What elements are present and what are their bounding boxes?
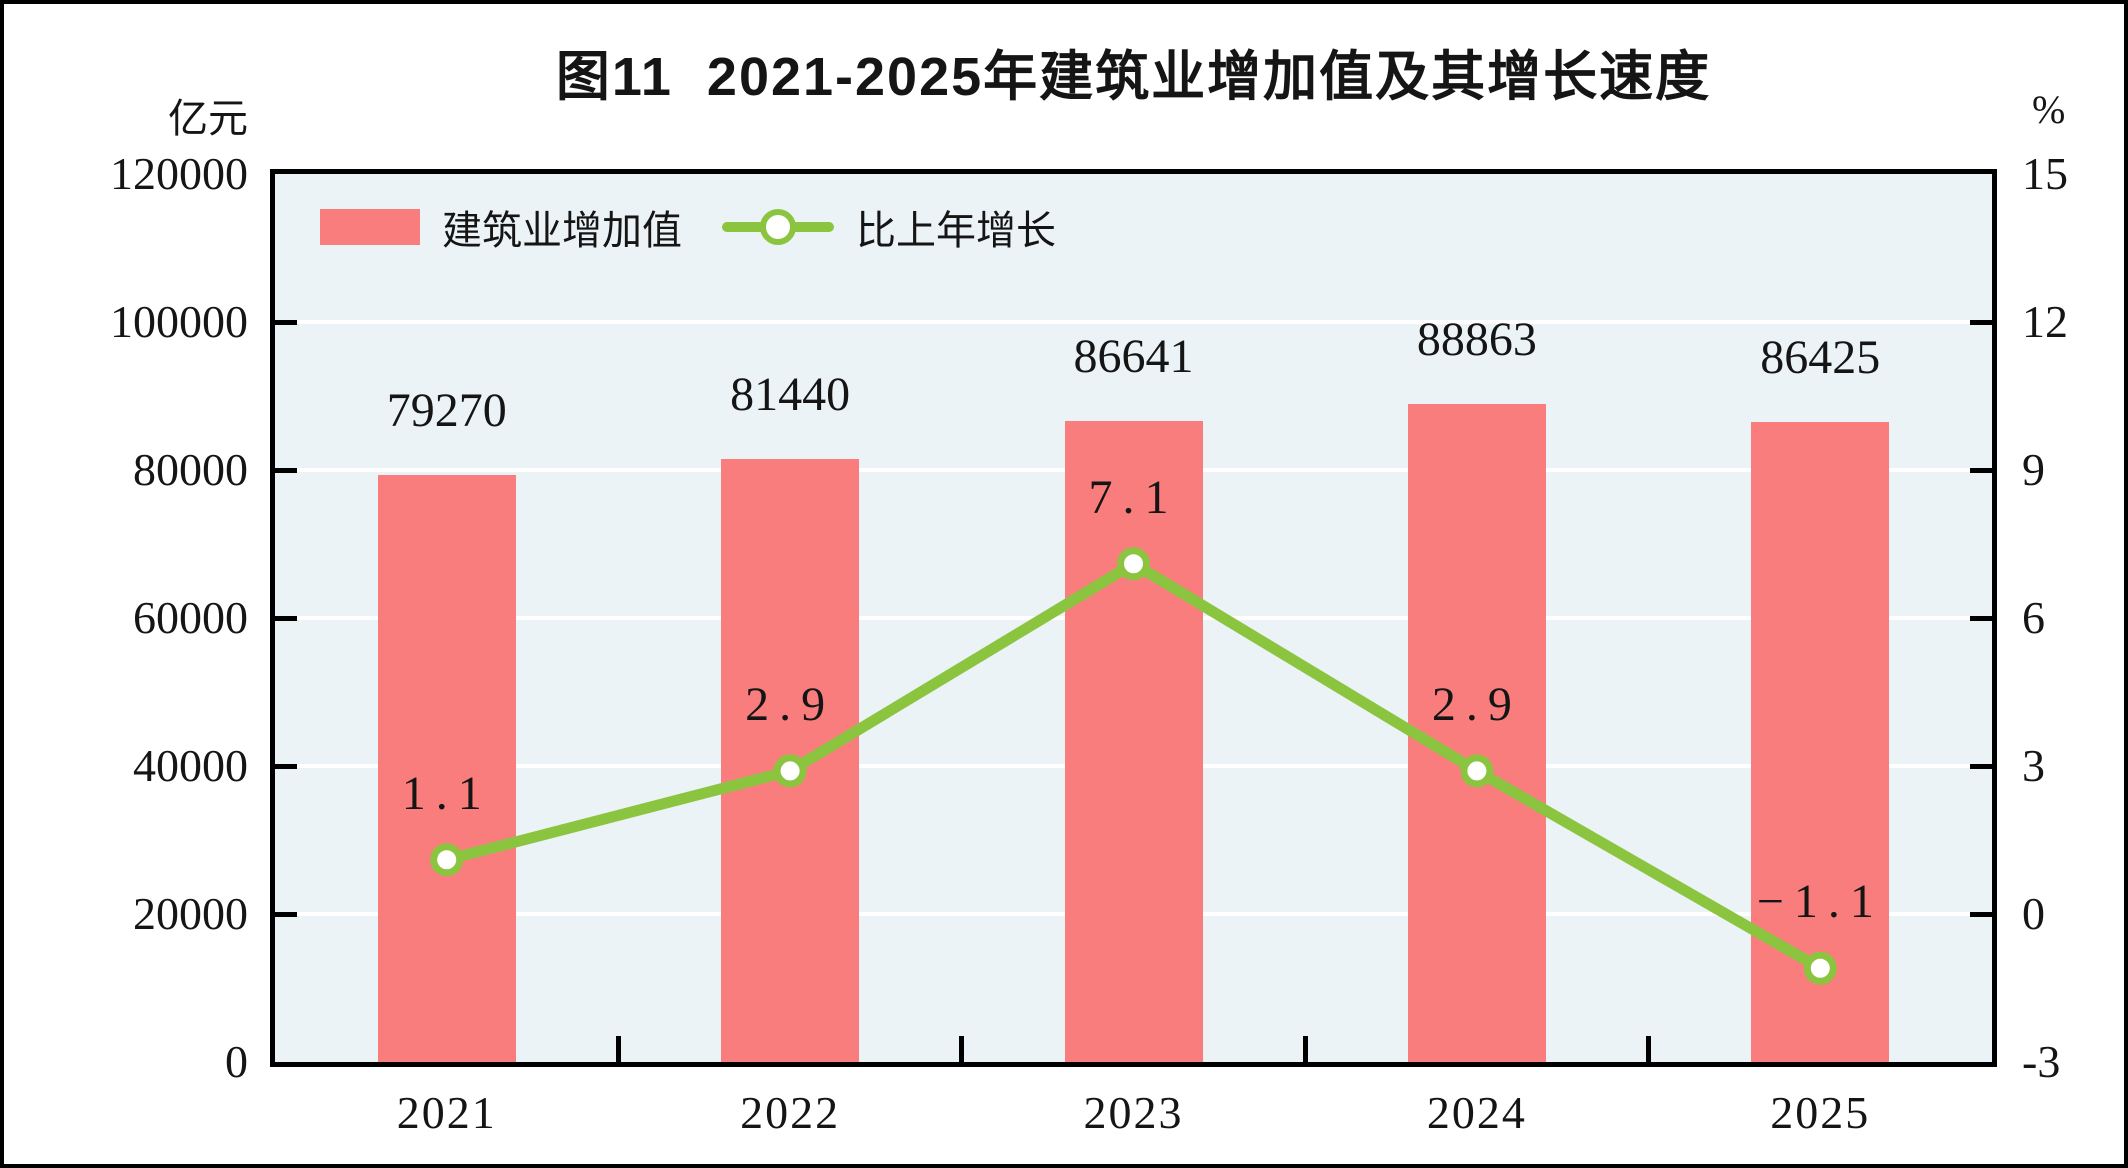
bar-value-label: 86425: [1760, 331, 1881, 385]
line-marker: [1117, 547, 1150, 581]
line-marker: [773, 754, 807, 788]
left-axis-tick: [275, 467, 297, 473]
left-axis-tick: [275, 911, 297, 917]
y-axis-label-left: 40000: [133, 740, 248, 791]
x-axis-tick: [1646, 1036, 1652, 1062]
x-axis-tick: [959, 1036, 965, 1062]
y-axis-label-right: 9: [2022, 444, 2045, 495]
legend-item-line: 比上年增长: [708, 198, 1056, 256]
right-axis-tick: [1970, 911, 1992, 917]
x-axis-tick: [615, 1036, 621, 1062]
y-axis-label-right: -3: [2022, 1036, 2061, 1087]
left-axis-unit: 亿元: [168, 96, 248, 141]
bar-series-swatch: [320, 209, 420, 245]
right-axis-tick: [1970, 763, 1992, 769]
y-axis-label-left: 60000: [133, 592, 248, 643]
y-axis-label-left: 100000: [110, 296, 248, 347]
y-axis-label-left: 120000: [110, 148, 248, 199]
bar: [1407, 404, 1546, 1062]
y-axis-label-right: 12: [2022, 296, 2068, 347]
legend-item-bar: 建筑业增加值: [320, 198, 682, 256]
right-axis-tick: [1970, 615, 1992, 621]
y-axis-label-left: 80000: [133, 444, 248, 495]
line-value-label: −1.1: [1756, 875, 1884, 929]
x-axis-label: 2024: [1426, 1087, 1527, 1138]
right-axis-tick: [1970, 319, 1992, 325]
y-axis-label-right: 0: [2022, 888, 2045, 939]
x-axis-tick: [1302, 1036, 1308, 1062]
y-axis-label-left: 0: [225, 1036, 248, 1087]
bar-value-label: 88863: [1416, 313, 1537, 367]
x-axis-label: 2023: [1083, 1087, 1184, 1138]
line-value-label: 1.1: [401, 766, 492, 820]
legend-line-marker: [760, 209, 796, 245]
line-value-label: 7.1: [1088, 470, 1179, 524]
line-marker: [1803, 951, 1837, 985]
y-axis-label-right: 15: [2022, 148, 2068, 199]
bar-value-label: 86641: [1073, 329, 1194, 383]
y-axis-label-left: 20000: [133, 888, 248, 939]
line-value-label: 2.9: [1431, 677, 1522, 731]
line-value-label: 2.9: [745, 677, 836, 731]
left-axis-tick: [275, 615, 297, 621]
left-axis-tick: [275, 763, 297, 769]
legend-bar-label: 建筑业增加值: [442, 208, 682, 253]
gridline: [275, 320, 1992, 324]
x-axis-label: 2022: [740, 1087, 841, 1138]
x-axis-label: 2025: [1770, 1087, 1871, 1138]
right-axis-tick: [1970, 467, 1992, 473]
line-marker: [430, 843, 464, 877]
growth-line-layer: [430, 547, 1837, 985]
growth-line: [441, 557, 1826, 974]
bar: [377, 475, 516, 1062]
y-axis-label-right: 3: [2022, 740, 2045, 791]
chart-title: 图11 2021-2025年建筑业增加值及其增长速度: [555, 47, 1712, 107]
right-axis-unit: %: [2032, 87, 2066, 132]
bar: [1064, 420, 1203, 1062]
x-axis-label: 2021: [396, 1087, 497, 1138]
y-axis-label-right: 6: [2022, 592, 2045, 643]
line-series-swatch: [722, 209, 834, 245]
line-marker: [1460, 754, 1494, 788]
legend-line-label: 比上年增长: [856, 208, 1056, 253]
left-axis-tick: [275, 319, 297, 325]
legend: 建筑业增加值 比上年增长: [320, 198, 1056, 256]
bar-value-label: 81440: [730, 368, 851, 422]
bar-value-label: 79270: [386, 384, 507, 438]
